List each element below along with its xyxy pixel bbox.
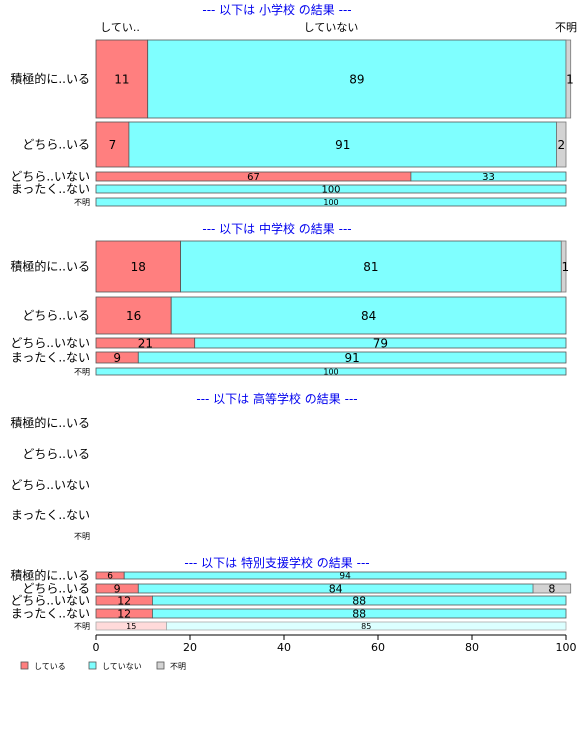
data-label: 91 [345, 351, 360, 365]
category-label: どちら..いない [10, 478, 90, 492]
category-label: 不明 [74, 368, 90, 377]
panel-title: --- 以下は 高等学校 の結果 --- [196, 391, 357, 406]
bar-segment [560, 240, 567, 293]
data-label: 88 [352, 594, 366, 607]
bar-segment [166, 621, 567, 631]
data-label: 8 [548, 582, 555, 595]
x-tick-label: 20 [183, 641, 197, 654]
bar-segment [151, 595, 567, 606]
data-label: 9 [113, 351, 121, 365]
data-label: 16 [126, 309, 141, 323]
bar-segment [123, 571, 567, 580]
data-label: 2 [557, 138, 565, 152]
x-axis: 0 20 40 60 80 100 [93, 634, 577, 654]
legend: している していない 不明 [20, 661, 186, 671]
data-label: 100 [323, 198, 338, 207]
data-label: 81 [363, 260, 378, 274]
panel-title: --- 以下は 小学校 の結果 --- [202, 2, 351, 17]
data-label: 1 [561, 260, 569, 274]
bar-segment [151, 608, 567, 619]
data-label: 94 [339, 572, 351, 582]
category-label: どちら..いる [22, 582, 90, 596]
data-label: 67 [247, 172, 260, 183]
data-label: 9 [114, 582, 121, 595]
bar-segment [556, 121, 567, 168]
bar-segment [95, 184, 567, 194]
category-label: どちら..いる [22, 138, 90, 152]
data-label: 89 [349, 72, 364, 86]
panel-title: --- 以下は 中学校 の結果 --- [202, 221, 351, 236]
category-label: 不明 [74, 198, 90, 207]
data-label: 88 [352, 607, 366, 620]
category-label: どちら..いない [10, 336, 90, 350]
column-label: してい.. [100, 21, 140, 34]
bar-segment [137, 351, 567, 364]
data-label: 85 [361, 622, 371, 631]
bar-segment [147, 39, 567, 119]
category-label: 積極的に..いる [10, 415, 90, 430]
bar-segment [95, 367, 567, 376]
data-label: 12 [117, 607, 131, 620]
x-tick-label: 100 [556, 641, 577, 654]
legend-label: している [34, 662, 66, 671]
legend-swatch [88, 661, 97, 670]
bar-segment [194, 337, 567, 349]
data-label: 1 [566, 72, 574, 86]
bar-segment [410, 171, 567, 182]
category-label: どちら..いる [22, 309, 90, 323]
data-label: 79 [373, 336, 388, 350]
category-label: まったく..ない [11, 182, 90, 196]
data-label: 91 [335, 138, 350, 152]
x-tick-label: 0 [93, 641, 100, 654]
category-label: 不明 [74, 622, 90, 631]
category-label: 不明 [74, 532, 90, 541]
legend-swatch [156, 661, 165, 670]
data-label: 100 [323, 367, 338, 376]
data-label: 21 [138, 336, 153, 350]
category-label: どちら..いる [22, 447, 90, 461]
category-label: まったく..ない [11, 607, 90, 621]
bar-segment [95, 240, 181, 293]
x-tick-label: 80 [465, 641, 479, 654]
bar-segment [95, 197, 567, 207]
bar-segment [128, 121, 558, 168]
x-tick-label: 60 [371, 641, 385, 654]
category-label: まったく..ない [11, 508, 90, 522]
data-label: 11 [114, 72, 129, 86]
bar-segment [95, 39, 149, 119]
bar-segment [532, 583, 572, 594]
bar-segment [565, 39, 572, 119]
data-label: 84 [361, 309, 376, 323]
category-label: 積極的に..いる [10, 568, 90, 583]
category-label: どちら..いない [10, 594, 90, 608]
column-label: していない [304, 21, 359, 34]
legend-label: 不明 [170, 662, 186, 671]
legend-label: していない [102, 662, 142, 671]
category-label: まったく..ない [11, 351, 90, 365]
data-label: 12 [117, 594, 131, 607]
data-label: 33 [482, 172, 495, 183]
bar-segment [180, 240, 562, 293]
x-tick-label: 40 [277, 641, 291, 654]
category-label: 積極的に..いる [10, 259, 90, 274]
category-label: 積極的に..いる [10, 71, 90, 86]
data-label: 100 [321, 185, 340, 196]
panel-title: --- 以下は 特別支援学校 の結果 --- [184, 555, 369, 570]
labels-layer: してい.. していない 不明--- 以下は 小学校 の結果 ---積極的に..いる 1… [10, 2, 577, 631]
bar-segment [95, 296, 172, 335]
data-label: 18 [131, 260, 146, 274]
column-label: 不明 [555, 21, 577, 34]
bars-layer [95, 39, 572, 631]
data-label: 7 [109, 138, 117, 152]
data-label: 6 [107, 572, 113, 582]
data-label: 84 [329, 582, 343, 595]
legend-swatch [20, 661, 29, 670]
category-label: どちら..いない [10, 170, 90, 184]
bar-segment [170, 296, 567, 335]
data-label: 15 [126, 622, 136, 631]
